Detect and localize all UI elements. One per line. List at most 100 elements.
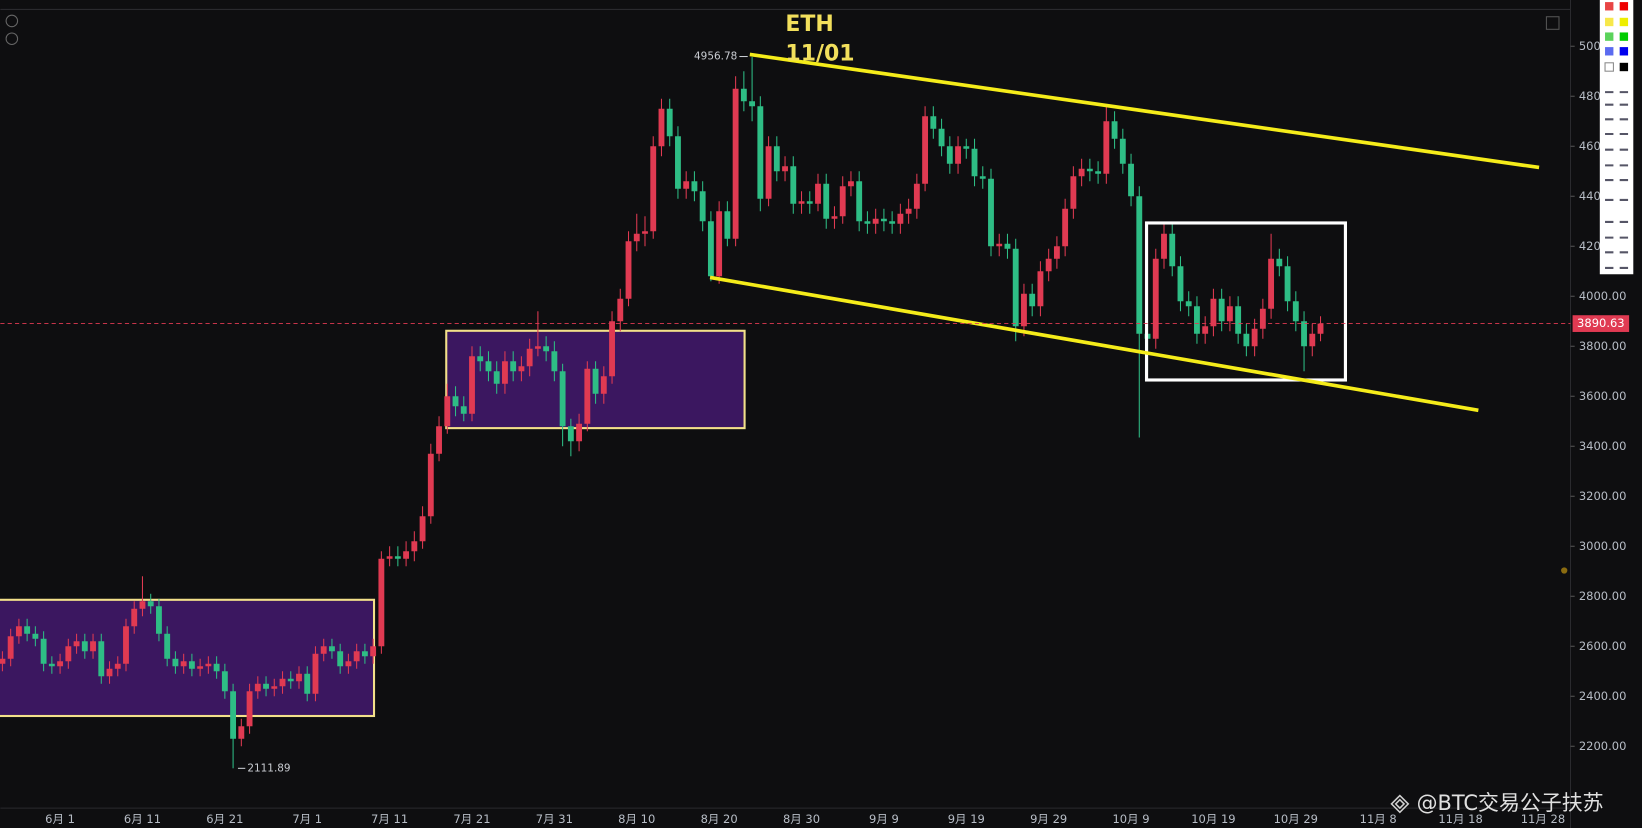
candle-body xyxy=(65,646,72,662)
candle-body xyxy=(625,241,632,299)
candle-body xyxy=(1251,328,1258,347)
candle-body xyxy=(872,218,879,224)
candle-body xyxy=(114,663,121,669)
candle-body xyxy=(205,663,212,667)
candle-body xyxy=(502,361,508,384)
candle-body xyxy=(386,556,393,559)
y-tick-label: 3200.00 xyxy=(1579,489,1627,503)
candle-body xyxy=(287,678,294,682)
candle-body xyxy=(880,218,887,222)
candle-body xyxy=(551,351,558,372)
candle-body xyxy=(1128,163,1134,197)
candle-body xyxy=(773,146,780,172)
x-tick-label: 7月 11 xyxy=(371,812,408,826)
icon[interactable] xyxy=(5,32,19,46)
candle-body xyxy=(57,661,64,667)
candle-body xyxy=(971,148,978,177)
icon[interactable] xyxy=(1605,47,1614,56)
candle-body xyxy=(172,658,179,667)
candle-body xyxy=(1012,248,1019,327)
candle-body xyxy=(139,601,146,609)
candle-body xyxy=(534,346,541,349)
icon[interactable] xyxy=(1619,17,1629,27)
icon[interactable] xyxy=(5,14,19,28)
candle-body xyxy=(263,683,269,689)
candle-body xyxy=(1095,171,1102,174)
candle-body xyxy=(296,673,302,682)
candle-body xyxy=(156,606,162,634)
y-tick-label: 2400.00 xyxy=(1579,689,1627,703)
x-tick-label: 10月 29 xyxy=(1274,812,1318,826)
candle-body xyxy=(271,686,278,689)
candle-body xyxy=(584,368,591,424)
marker xyxy=(1561,567,1568,574)
candle-body xyxy=(238,726,245,739)
icon[interactable] xyxy=(1545,16,1560,30)
candle-body xyxy=(246,691,253,727)
y-tick-label: 2200.00 xyxy=(1579,739,1627,753)
trend-line xyxy=(709,275,1479,413)
icon[interactable] xyxy=(1619,62,1629,72)
candle-body xyxy=(345,661,352,667)
candle-body xyxy=(230,691,237,739)
candle-body xyxy=(197,666,204,669)
candle-body xyxy=(1210,298,1217,327)
candle-body xyxy=(510,361,517,372)
candle-body xyxy=(1152,258,1159,339)
candle-body xyxy=(123,626,129,664)
candle-body xyxy=(724,211,731,239)
candle-body xyxy=(1021,293,1027,327)
candle-body xyxy=(1078,168,1085,177)
icon[interactable] xyxy=(1619,47,1629,56)
y-tick-label: 3000.00 xyxy=(1579,539,1627,553)
icon[interactable] xyxy=(1619,2,1629,11)
icon[interactable] xyxy=(1605,91,1629,270)
candle-body xyxy=(642,231,648,234)
x-tick-label: 11月 28 xyxy=(1521,812,1565,826)
candle-body xyxy=(889,221,896,224)
x-tick-label: 10月 19 xyxy=(1191,812,1235,826)
candle-body xyxy=(1086,168,1093,172)
candle-body xyxy=(320,646,327,654)
candle-body xyxy=(675,136,681,189)
icon[interactable] xyxy=(1605,17,1614,27)
x-tick-label: 6月 1 xyxy=(45,812,75,826)
candle-body xyxy=(460,406,467,414)
x-tick-label: 8月 10 xyxy=(618,812,655,826)
toolbar[interactable] xyxy=(1599,0,1634,275)
candle-body xyxy=(1053,246,1060,259)
y-tick-label: 2600.00 xyxy=(1579,639,1627,653)
watermark: @BTC交易公子扶苏 xyxy=(1417,791,1604,815)
candle-body xyxy=(782,166,788,172)
candle-body xyxy=(15,626,22,637)
candle-body xyxy=(427,453,434,517)
candle-body xyxy=(1169,233,1176,267)
x-tick-label: 11月 18 xyxy=(1438,812,1482,826)
toolbar-icons xyxy=(1604,2,1629,270)
icon[interactable] xyxy=(1605,2,1614,11)
candle-body xyxy=(757,106,764,199)
candle-body xyxy=(1268,258,1275,309)
x-tick-label: 9月 29 xyxy=(1030,812,1067,826)
candle-body xyxy=(559,371,566,427)
candle-body xyxy=(1309,333,1316,347)
candle-body xyxy=(254,683,261,692)
candle-body xyxy=(988,178,994,247)
candle-body xyxy=(765,146,772,199)
y-tick-label: 3800.00 xyxy=(1579,339,1627,353)
candle-body xyxy=(707,221,714,277)
candle-body xyxy=(897,213,904,224)
icon[interactable] xyxy=(1619,32,1629,41)
candle-body xyxy=(131,608,138,627)
chart-subtitle: 11/01 xyxy=(785,41,854,66)
candle-body xyxy=(567,426,574,442)
candle-body xyxy=(106,668,113,677)
icon[interactable] xyxy=(1605,32,1614,41)
icon[interactable] xyxy=(1604,62,1614,72)
candle-body xyxy=(526,348,533,367)
candle-body xyxy=(403,551,410,559)
candle-body xyxy=(493,371,500,384)
candle-body xyxy=(1161,233,1167,259)
candle-body xyxy=(1194,306,1200,334)
